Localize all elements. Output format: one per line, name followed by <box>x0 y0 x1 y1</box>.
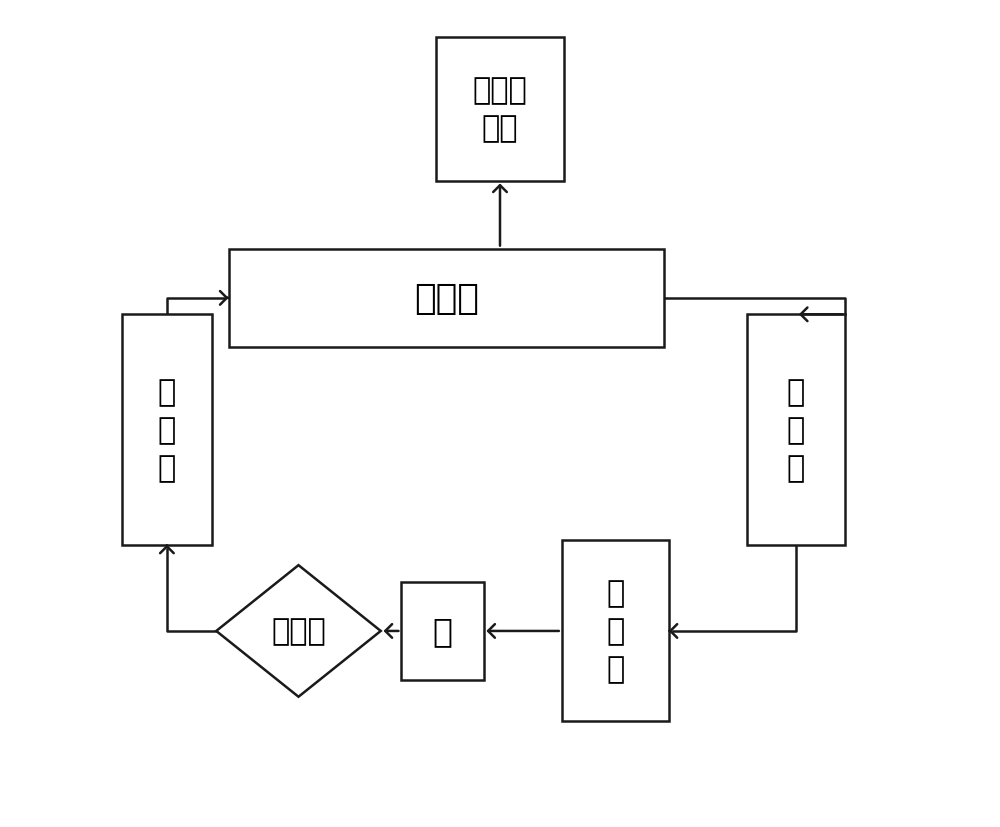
Text: 预
热
器: 预 热 器 <box>158 377 176 483</box>
Bar <box>229 249 664 348</box>
Polygon shape <box>216 566 381 697</box>
Text: 冷
凝
器: 冷 凝 器 <box>787 377 805 483</box>
Text: 储
液
罐: 储 液 罐 <box>606 579 624 684</box>
Bar <box>562 541 669 721</box>
Bar <box>122 315 212 545</box>
Text: 泵: 泵 <box>432 614 452 648</box>
Text: 数据采
集器: 数据采 集器 <box>473 76 527 143</box>
Bar <box>436 38 564 181</box>
Text: 实验段: 实验段 <box>414 281 479 315</box>
Bar <box>747 315 845 545</box>
Text: 流量计: 流量计 <box>271 617 326 646</box>
Bar <box>401 582 484 681</box>
